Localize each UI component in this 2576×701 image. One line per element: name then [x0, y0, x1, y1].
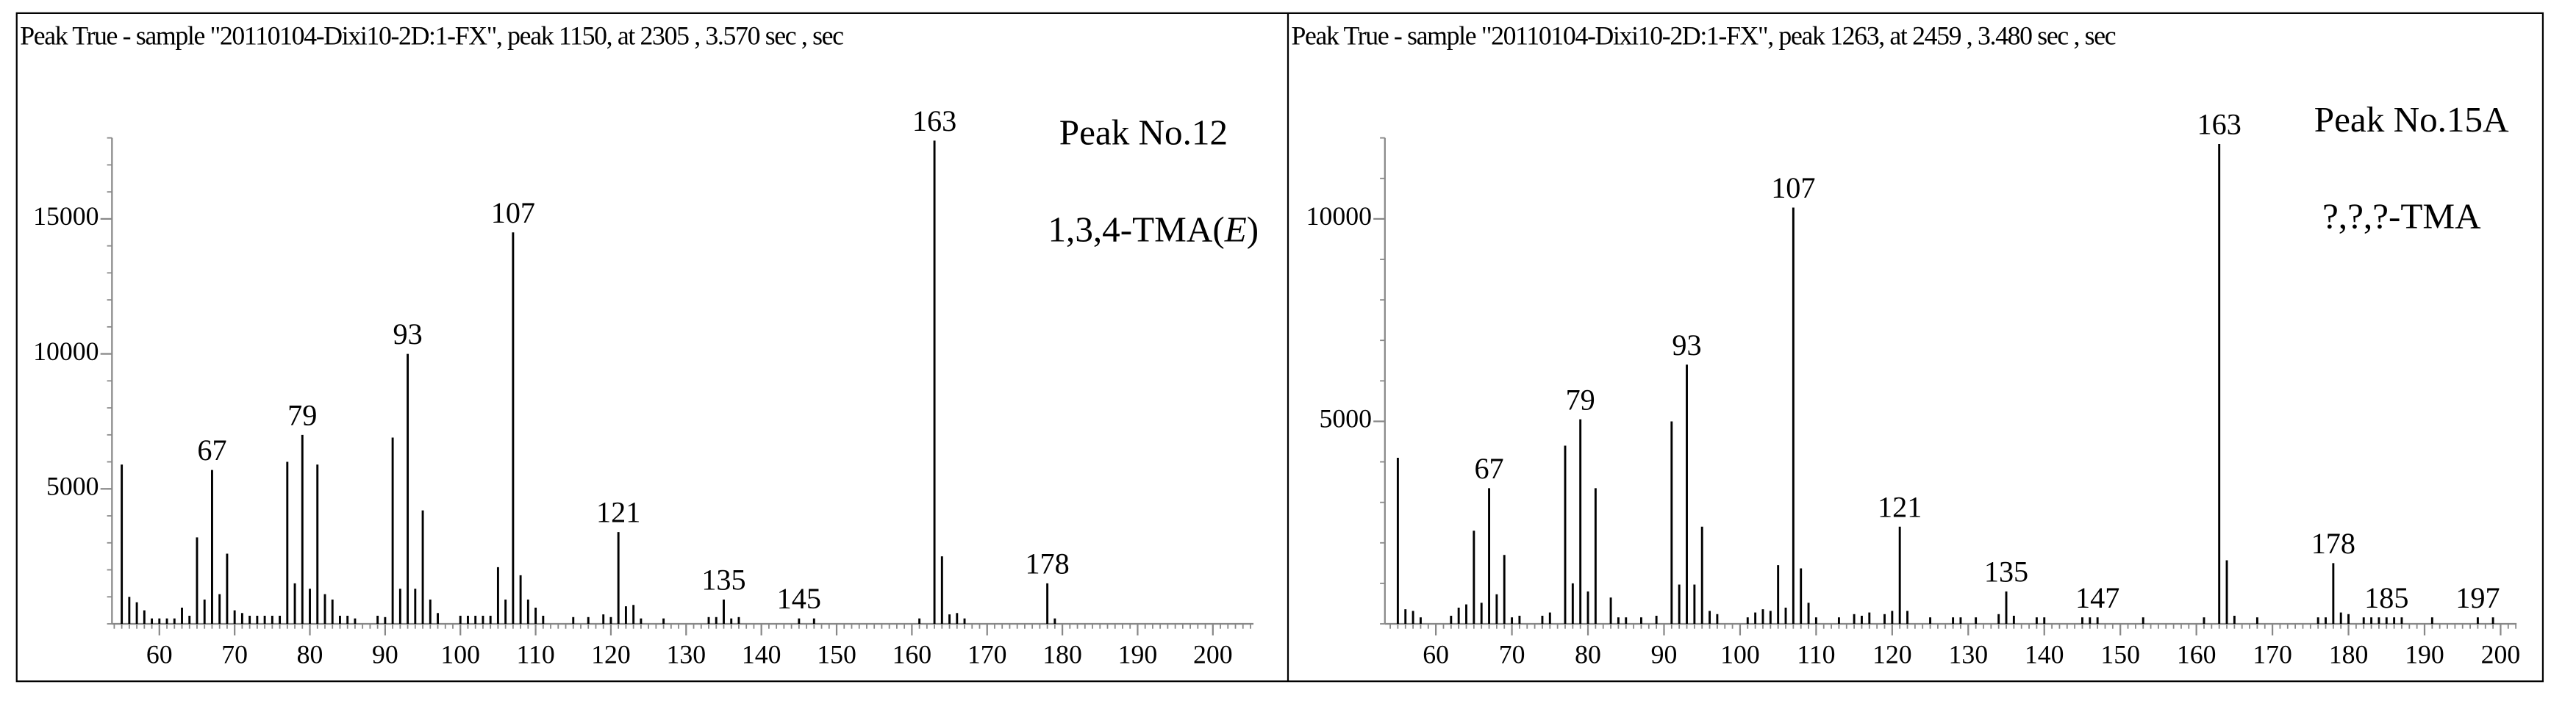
peak-label: 145: [777, 582, 821, 615]
peak-label: 178: [1025, 547, 1069, 580]
peak-label: 93: [1672, 328, 1701, 362]
y-tick-label: 5000: [1319, 404, 1371, 434]
x-tick-label: 60: [1423, 640, 1449, 669]
x-tick-label: 130: [667, 640, 706, 669]
x-tick-label: 90: [1651, 640, 1678, 669]
x-tick-label: 80: [297, 640, 323, 669]
y-tick-label: 10000: [33, 337, 99, 366]
chart-title: Peak True - sample "20110104-Dixi10-2D:1…: [1291, 21, 2115, 50]
y-tick-label: 15000: [33, 201, 99, 231]
peak-label: 79: [287, 398, 317, 431]
y-tick-label: 5000: [46, 471, 99, 500]
x-tick-label: 170: [2253, 640, 2292, 669]
peak-label: 135: [1984, 555, 2028, 588]
x-tick-label: 100: [440, 640, 480, 669]
x-tick-label: 160: [2177, 640, 2217, 669]
x-tick-label: 110: [1797, 640, 1835, 669]
y-tick-label: 10000: [1306, 201, 1372, 231]
peak-label: 107: [491, 196, 535, 229]
x-tick-label: 180: [2329, 640, 2369, 669]
frame: [15, 12, 2544, 683]
peak-label: 107: [1771, 171, 1815, 204]
x-tick-label: 70: [1499, 640, 1525, 669]
peak-label: 67: [1474, 452, 1503, 485]
x-tick-label: 150: [817, 640, 856, 669]
peak-label: 147: [2075, 581, 2119, 614]
x-tick-label: 100: [1720, 640, 1760, 669]
chart-title: Peak True - sample "20110104-Dixi10-2D:1…: [20, 21, 843, 50]
x-tick-label: 150: [2100, 640, 2140, 669]
x-tick-label: 60: [146, 640, 173, 669]
compound-part: ): [1247, 209, 1259, 250]
x-tick-label: 110: [516, 640, 554, 669]
x-tick-label: 190: [1118, 640, 1158, 669]
peak-label: 121: [1878, 490, 1922, 523]
x-tick-label: 180: [1042, 640, 1082, 669]
x-tick-label: 140: [2025, 640, 2064, 669]
x-tick-label: 120: [1872, 640, 1912, 669]
compound-part: 1,3,4-TMA(: [1048, 209, 1224, 250]
x-tick-label: 140: [742, 640, 781, 669]
peak-label: 79: [1566, 383, 1595, 416]
peak-label: 93: [393, 317, 422, 350]
peak-label: 121: [596, 496, 640, 529]
peak-label: 135: [701, 564, 745, 597]
x-tick-label: 70: [221, 640, 248, 669]
compound-name: 1,3,4-TMA(E): [1048, 209, 1259, 250]
x-tick-label: 130: [1948, 640, 1988, 669]
x-tick-label: 160: [892, 640, 932, 669]
peak-label: 185: [2364, 581, 2408, 614]
peak-label: 67: [197, 434, 226, 467]
peak-name: Peak No.12: [1059, 112, 1228, 153]
peak-name: Peak No.15A: [2314, 99, 2509, 140]
compound-part: ?,?,?-TMA: [2322, 196, 2481, 237]
peak-label: 178: [2311, 527, 2355, 560]
x-tick-label: 170: [967, 640, 1007, 669]
x-tick-label: 190: [2405, 640, 2444, 669]
x-tick-label: 200: [2481, 640, 2521, 669]
peak-label: 163: [2197, 108, 2242, 141]
x-tick-label: 80: [1575, 640, 1601, 669]
compound-part: E: [1224, 209, 1247, 250]
x-tick-label: 90: [372, 640, 398, 669]
compound-name: ?,?,?-TMA: [2322, 196, 2481, 237]
x-tick-label: 200: [1193, 640, 1233, 669]
peak-label: 197: [2455, 581, 2500, 614]
x-tick-label: 120: [591, 640, 631, 669]
peak-label: 163: [912, 104, 956, 137]
